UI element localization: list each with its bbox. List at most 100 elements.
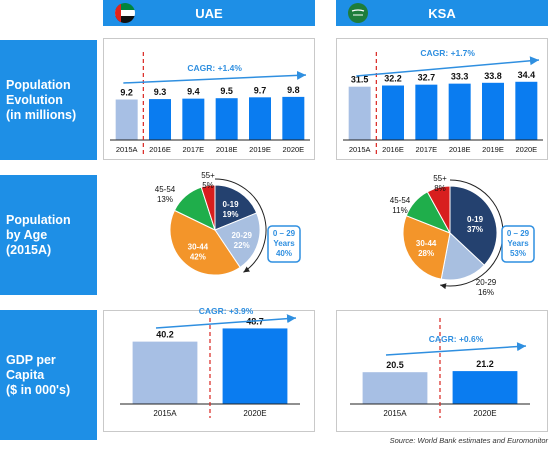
uae_age-slice-name: 30-44	[188, 243, 209, 252]
source-note: Source: World Bank estimates and Euromon…	[389, 436, 548, 445]
ksa_age-slice-20-29	[440, 232, 485, 281]
uae_gdp-cagr-label: CAGR: +3.9%	[199, 306, 254, 316]
uae_age-slice-0-19	[214, 184, 258, 231]
ksa_pop-cagr-label: CAGR: +1.7%	[420, 48, 475, 58]
ksa_age-callout-pct: 53%	[510, 249, 526, 258]
ksa_age-callout-word: Years	[507, 239, 529, 248]
uae-flag-icon	[115, 3, 135, 23]
uae_pop-value-label: 9.4	[187, 87, 200, 97]
ksa-gdp-panel	[336, 310, 548, 432]
ksa_age-slice-0-19	[449, 185, 498, 266]
ksa_age-slice-pct: 37%	[467, 225, 483, 234]
uae_age-slice-pct: 22%	[234, 241, 250, 250]
ksa_age-slice-pct: 16%	[478, 288, 494, 297]
ksa_gdp-bar-2020E	[452, 371, 518, 404]
uae_pop-category-label: 2016E	[149, 145, 171, 154]
uae_pop-cagr-label: CAGR: +1.4%	[187, 63, 242, 73]
uae_gdp-value-label: 40.2	[156, 330, 174, 340]
ksa_pop-value-label: 34.4	[518, 70, 536, 80]
uae_pop-value-label: 9.2	[120, 88, 133, 98]
ksa_pop-cagr-arrow	[356, 56, 540, 77]
ksa_gdp-value-label: 20.5	[386, 360, 404, 370]
uae_pop-category-label: 2018E	[216, 145, 238, 154]
uae-header-label: UAE	[195, 5, 223, 21]
uae_gdp-category-label: 2020E	[243, 409, 266, 418]
uae_pop-bar-2016E	[149, 99, 171, 140]
uae-header: UAE	[103, 0, 315, 26]
ksa_pop-value-label: 33.8	[484, 71, 502, 81]
row-label-population: Population Evolution (in millions)	[0, 40, 97, 160]
ksa_age-callout-box	[501, 225, 535, 263]
uae_age-slice-pct: 5%	[202, 181, 214, 190]
uae_age-slice-pct: 13%	[157, 195, 173, 204]
uae_gdp-category-label: 2015A	[153, 409, 177, 418]
ksa_gdp-cagr-label: CAGR: +0.6%	[429, 334, 484, 344]
ksa_age-slice-name: 20-29	[476, 278, 497, 287]
ksa_pop-category-label: 2015A	[349, 145, 371, 154]
uae_pop-bar-2017E	[182, 98, 205, 140]
uae_age-callout-range: 0 – 29	[273, 229, 296, 238]
ksa_age-slice-55+	[426, 185, 451, 234]
uae_age-slice-name: 20-29	[231, 231, 252, 240]
ksa-header-label: KSA	[428, 5, 456, 21]
uae_age-callout-pct: 40%	[276, 249, 292, 258]
row-label-age: Population by Age (2015A)	[0, 175, 97, 295]
uae_pop-value-label: 9.3	[154, 87, 167, 97]
uae_age-slice-name: 55+	[201, 171, 215, 180]
ksa_gdp-value-label: 21.2	[476, 359, 494, 369]
uae_age-callout-word: Years	[273, 239, 295, 248]
uae_pop-value-label: 9.5	[220, 86, 233, 96]
uae_pop-category-label: 2019E	[249, 145, 271, 154]
uae_age-slice-name: 0-19	[223, 200, 240, 209]
ksa_age-slice-pct: 8%	[434, 184, 446, 193]
uae_pop-value-label: 9.7	[254, 85, 267, 95]
ksa_pop-bar-2019E	[482, 82, 504, 140]
ksa-flag-icon	[348, 3, 368, 23]
uae_age-callout-box	[267, 225, 301, 263]
ksa_pop-value-label: 31.5	[351, 75, 369, 85]
ksa_age-slice-pct: 28%	[418, 249, 434, 258]
ksa_pop-category-label: 2018E	[449, 145, 471, 154]
ksa_pop-category-label: 2017E	[415, 145, 437, 154]
uae_age-slice-pct: 42%	[190, 253, 206, 262]
uae_pop-value-label: 9.8	[287, 85, 300, 95]
ksa_age-slice-name: 0-19	[467, 215, 484, 224]
uae_pop-bar-2019E	[249, 97, 271, 140]
ksa_gdp-category-label: 2015A	[383, 409, 407, 418]
uae_gdp-bar-2015A	[132, 341, 198, 404]
ksa_age-callout-range: 0 – 29	[507, 229, 530, 238]
uae_age-slice-30-44	[169, 209, 241, 276]
ksa_pop-bar-2018E	[448, 83, 471, 140]
ksa_age-slice-name: 45-54	[390, 196, 411, 205]
uae_age-slice-20-29	[214, 212, 261, 269]
uae_age-range-arc	[214, 178, 267, 273]
ksa_pop-bar-2015A	[348, 86, 371, 140]
ksa-header: KSA	[336, 0, 548, 26]
uae_pop-category-label: 2017E	[182, 145, 204, 154]
ksa_age-slice-name: 55+	[433, 174, 447, 183]
ksa_pop-category-label: 2019E	[482, 145, 504, 154]
ksa_gdp-cagr-arrow	[385, 342, 527, 356]
uae_age-slice-55+	[200, 184, 216, 231]
ksa_pop-category-label: 2016E	[382, 145, 404, 154]
uae_pop-bar-2015A	[115, 99, 138, 140]
uae_gdp-cagr-arrow	[155, 314, 297, 329]
uae_pop-category-label: 2020E	[282, 145, 304, 154]
uae_gdp-bar-2020E	[222, 328, 288, 404]
ksa_pop-value-label: 33.3	[451, 72, 469, 82]
uae_age-slice-pct: 19%	[223, 210, 239, 219]
ksa_pop-category-label: 2020E	[515, 145, 537, 154]
ksa_age-slice-name: 30-44	[416, 239, 437, 248]
row-label-gdp: GDP per Capita ($ in 000's)	[0, 310, 97, 440]
uae_age-slice-name: 45-54	[155, 185, 176, 194]
ksa_pop-bar-2017E	[415, 84, 438, 140]
uae_pop-cagr-arrow	[123, 70, 307, 84]
uae_pop-bar-2018E	[215, 98, 238, 140]
ksa_pop-value-label: 32.7	[418, 73, 436, 83]
ksa_age-slice-pct: 11%	[392, 206, 407, 215]
ksa_gdp-category-label: 2020E	[473, 409, 496, 418]
ksa_pop-bar-2020E	[515, 81, 538, 140]
ksa_pop-bar-2016E	[382, 85, 404, 140]
uae_pop-category-label: 2015A	[116, 145, 138, 154]
